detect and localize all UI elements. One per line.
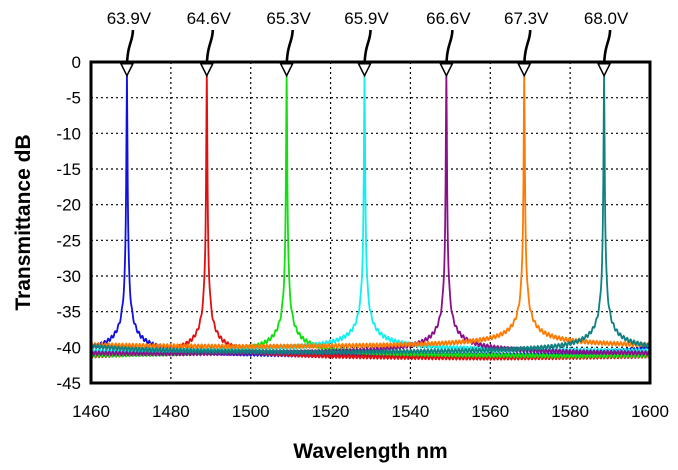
y-tick-label: -30 <box>56 267 81 286</box>
series-line <box>90 72 651 356</box>
x-tick-label: 1560 <box>471 402 509 421</box>
peak-voltage-label: 65.3V <box>266 9 311 28</box>
y-tick-label: -35 <box>56 303 81 322</box>
x-tick-label: 1600 <box>631 402 669 421</box>
series-line <box>90 71 651 350</box>
y-tick-label: -20 <box>56 196 81 215</box>
peak-voltage-label: 65.9V <box>344 9 389 28</box>
series-line <box>90 71 651 357</box>
x-tick-label: 1520 <box>312 402 350 421</box>
x-tick-label: 1500 <box>232 402 270 421</box>
y-tick-label: -15 <box>56 160 81 179</box>
y-tick-label: -45 <box>56 374 81 393</box>
y-axis-title: Transmittance dB <box>12 134 35 310</box>
peak-marker-arrow <box>199 62 215 78</box>
series-lines <box>90 71 651 362</box>
x-tick-label: 1480 <box>152 402 190 421</box>
peak-voltage-label: 67.3V <box>504 9 549 28</box>
y-tick-label: 0 <box>72 53 81 72</box>
y-tick-label: -5 <box>66 89 81 108</box>
peak-voltage-label: 66.6V <box>426 9 471 28</box>
peak-marker-arrow <box>517 62 532 78</box>
series-line <box>90 74 651 359</box>
x-tick-labels: 1460 1480 1500 1520 1540 1560 1580 1600 <box>72 402 669 421</box>
peak-voltage-label: 68.0V <box>584 9 629 28</box>
plot-frame <box>89 60 652 385</box>
y-tick-label: -25 <box>56 231 81 250</box>
x-tick-label: 1580 <box>551 402 589 421</box>
peak-marker-arrow <box>279 62 294 78</box>
y-tick-label: -10 <box>56 124 81 143</box>
peak-marker-arrow <box>119 62 135 78</box>
x-tick-label: 1540 <box>392 402 430 421</box>
x-tick-label: 1460 <box>72 402 110 421</box>
y-tick-labels: 0 -5 -10 -15 -20 -25 -30 -35 -40 -45 <box>56 53 81 393</box>
series-line <box>90 71 651 362</box>
peak-labels: 63.9V 64.6V 65.3V 65.9V 66.6V 67.3V 68.0V <box>107 9 629 78</box>
peak-marker-arrow <box>596 62 612 78</box>
peak-marker-arrow <box>357 62 372 78</box>
series-line <box>90 71 651 354</box>
x-axis-title: Wavelength nm <box>293 440 447 463</box>
grid <box>91 62 650 383</box>
y-tick-label: -40 <box>56 338 81 357</box>
peak-voltage-label: 63.9V <box>107 9 152 28</box>
peak-marker-arrow <box>439 62 454 78</box>
peak-voltage-label: 64.6V <box>187 9 232 28</box>
series-line <box>90 72 651 359</box>
